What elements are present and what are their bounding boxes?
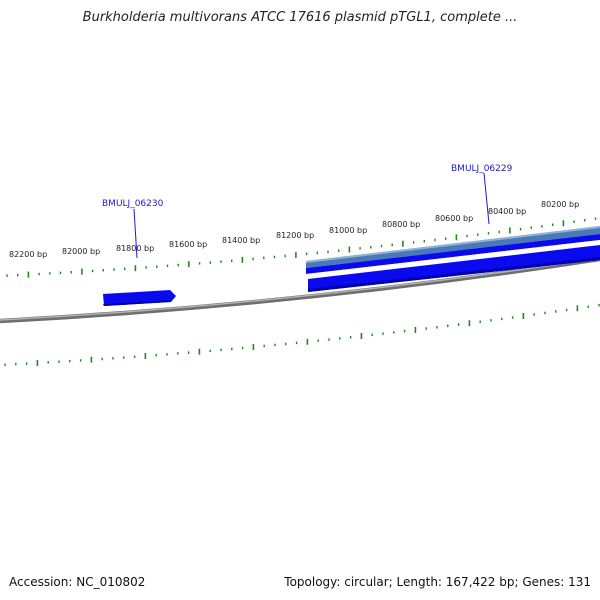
gene-leader-line <box>483 172 490 225</box>
outer-tick-track <box>6 217 597 278</box>
genome-summary-text: Topology: circular; Length: 167,422 bp; … <box>284 575 591 589</box>
tick-label: 81000 bp <box>329 226 367 235</box>
gene-bmulj-06229[interactable] <box>306 226 600 292</box>
map-title: Burkholderia multivorans ATCC 17616 plas… <box>82 10 518 25</box>
tick-label: 81400 bp <box>222 236 260 245</box>
tick-label: 81200 bp <box>276 231 314 240</box>
gene-label[interactable]: BMULJ_06229 <box>451 164 513 174</box>
gene-label-group-06229: BMULJ_06229 <box>451 164 513 225</box>
gene-feature-white-gap <box>306 240 600 278</box>
tick-label: 80200 bp <box>541 200 579 209</box>
tick-label: 82200 bp <box>9 250 47 259</box>
tick-label: 80600 bp <box>435 214 473 223</box>
backbone-arc-highlight <box>0 257 600 321</box>
tick-label: 80400 bp <box>488 207 526 216</box>
gene-feature-steel-highlight <box>306 226 600 263</box>
tick-label: 82000 bp <box>62 247 100 256</box>
gene-feature-cds[interactable] <box>308 245 600 292</box>
gene-feature-cds-edge <box>308 257 600 292</box>
inner-tick-track <box>4 303 600 366</box>
gene-feature-blue[interactable] <box>306 234 600 274</box>
tick-label: 80800 bp <box>382 220 420 229</box>
gene-label[interactable]: BMULJ_06230 <box>102 199 164 209</box>
backbone-arc <box>0 256 600 324</box>
gene-leader-line <box>133 208 138 259</box>
accession-text: Accession: NC_010802 <box>9 575 146 589</box>
gene-bmulj-06230[interactable] <box>103 290 176 306</box>
gene-label-group-06230: BMULJ_06230 <box>102 199 164 259</box>
tick-label: 81600 bp <box>169 240 207 249</box>
tick-labels: 82200 bp 82000 bp 81800 bp 81600 bp 81400 bp… <box>9 200 579 259</box>
gene-arrow-edge <box>103 300 171 306</box>
tick-label: 81800 bp <box>116 244 154 253</box>
